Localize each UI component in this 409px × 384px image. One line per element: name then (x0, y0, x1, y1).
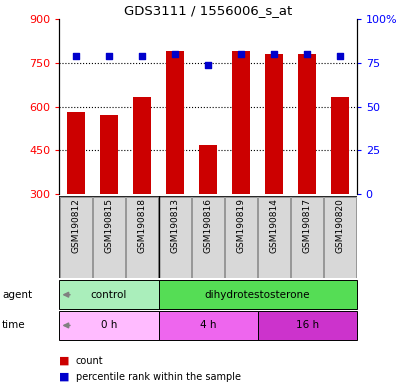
Point (204, 61, 211, 68)
Text: ■: ■ (59, 372, 70, 382)
Text: GSM190818: GSM190818 (137, 198, 146, 253)
FancyBboxPatch shape (258, 197, 289, 278)
Text: GSM190817: GSM190817 (302, 198, 311, 253)
Point (303, 51, 310, 57)
Text: control: control (90, 290, 127, 300)
Point (72, 53, 79, 59)
FancyBboxPatch shape (225, 197, 256, 278)
Bar (100, 115, 118, 194)
FancyBboxPatch shape (192, 197, 223, 278)
Bar (231, 51, 249, 194)
Bar (133, 97, 151, 194)
Title: GDS3111 / 1556006_s_at: GDS3111 / 1556006_s_at (124, 3, 292, 17)
FancyBboxPatch shape (290, 197, 322, 278)
Bar (67, 112, 85, 194)
Text: GSM190816: GSM190816 (203, 198, 212, 253)
FancyBboxPatch shape (159, 197, 191, 278)
Text: GSM190814: GSM190814 (269, 198, 278, 253)
Point (171, 51, 178, 57)
Point (237, 51, 244, 57)
Bar (198, 145, 217, 194)
Text: 16 h: 16 h (295, 320, 318, 331)
Point (270, 51, 277, 57)
Bar (59, 280, 158, 309)
Text: agent: agent (2, 290, 32, 300)
Text: GSM190815: GSM190815 (104, 198, 113, 253)
Text: GSM190819: GSM190819 (236, 198, 245, 253)
Bar (59, 311, 158, 340)
Bar (330, 97, 348, 194)
Text: count: count (76, 356, 103, 366)
FancyBboxPatch shape (126, 197, 157, 278)
Text: 0 h: 0 h (101, 320, 117, 331)
Bar (158, 311, 257, 340)
Text: GSM190813: GSM190813 (170, 198, 179, 253)
FancyBboxPatch shape (60, 197, 92, 278)
Text: 4 h: 4 h (199, 320, 216, 331)
Bar (264, 54, 283, 194)
Bar (257, 311, 356, 340)
Text: ■: ■ (59, 356, 70, 366)
Text: GSM190812: GSM190812 (71, 198, 80, 253)
Point (336, 53, 343, 59)
Text: percentile rank within the sample: percentile rank within the sample (76, 372, 240, 382)
Text: time: time (2, 320, 26, 331)
Text: GSM190820: GSM190820 (335, 198, 344, 253)
FancyBboxPatch shape (324, 197, 355, 278)
Bar (297, 54, 315, 194)
Bar (166, 51, 184, 194)
FancyBboxPatch shape (93, 197, 124, 278)
Text: dihydrotestosterone: dihydrotestosterone (204, 290, 310, 300)
Point (138, 53, 145, 59)
Point (106, 53, 112, 59)
Bar (158, 280, 356, 309)
